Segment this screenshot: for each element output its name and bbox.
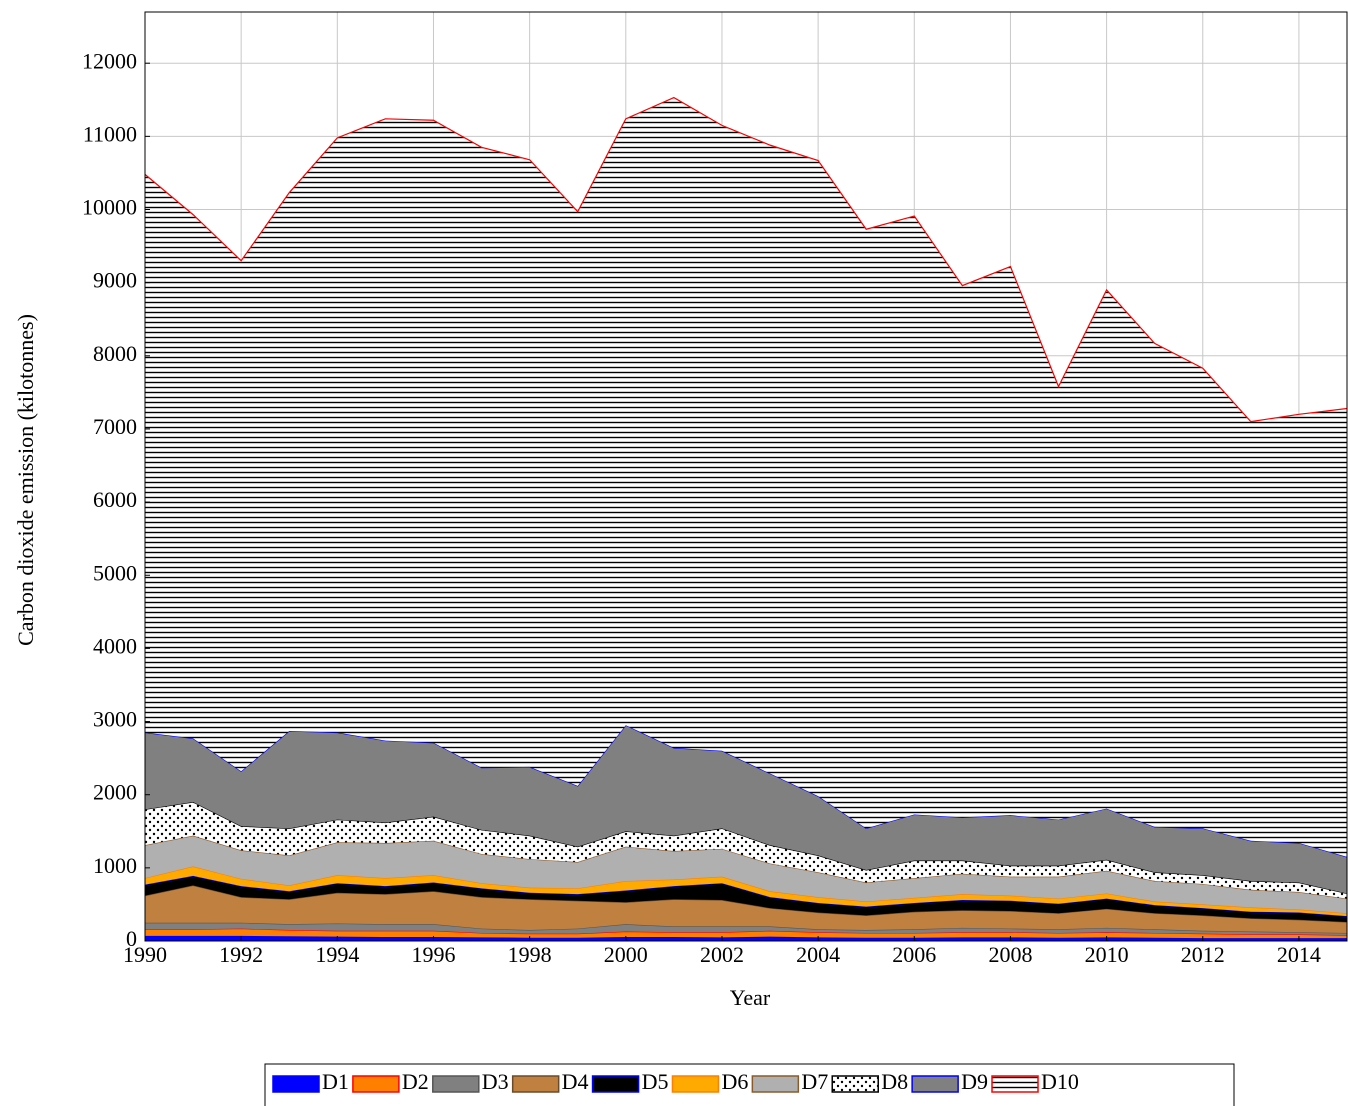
plot-frame xyxy=(144,11,1348,942)
legend-swatch xyxy=(511,1075,560,1093)
legend-label: D8 xyxy=(881,1069,908,1094)
x-tick-label: 2004 xyxy=(796,942,840,967)
legend-label: D7 xyxy=(801,1069,828,1094)
y-tick-label: 11000 xyxy=(83,121,137,146)
area-fill xyxy=(145,835,1347,914)
x-tick-label: 2002 xyxy=(700,942,744,967)
legend-swatch xyxy=(352,1075,400,1093)
area-edge xyxy=(144,96,1348,423)
legend-box xyxy=(264,1063,1235,1106)
legend-swatch xyxy=(831,1075,879,1093)
x-tick-label: 2012 xyxy=(1181,942,1225,967)
y-tick-label: 5000 xyxy=(93,560,137,585)
area-fill xyxy=(145,866,1347,917)
legend-swatch xyxy=(432,1075,480,1093)
x-tick-label: 1996 xyxy=(411,942,455,967)
x-tick-label: 2010 xyxy=(1085,942,1129,967)
legend-label: D5 xyxy=(642,1069,669,1094)
area-fill xyxy=(145,885,1347,933)
legend-swatch xyxy=(991,1075,1039,1093)
y-tick-label: 4000 xyxy=(93,633,137,658)
legend-swatch xyxy=(671,1075,720,1093)
area-fill xyxy=(145,875,1347,922)
legend-label: D6 xyxy=(721,1069,748,1094)
y-tick-label: 1000 xyxy=(93,853,137,878)
legend-label: D3 xyxy=(482,1069,509,1094)
legend-swatch xyxy=(911,1075,959,1093)
area-fill xyxy=(145,97,1347,857)
y-tick-label: 2000 xyxy=(93,780,137,805)
legend-label: D10 xyxy=(1041,1069,1079,1094)
x-tick-label: 1994 xyxy=(315,942,359,967)
legend-swatch xyxy=(591,1075,640,1093)
x-tick-label: 2006 xyxy=(892,942,936,967)
area-fill xyxy=(145,725,1347,894)
legend-swatch xyxy=(751,1075,800,1093)
x-tick-label: 2008 xyxy=(988,942,1032,967)
legend-label: D4 xyxy=(562,1069,589,1094)
legend-label: D2 xyxy=(402,1069,429,1094)
y-tick-label: 9000 xyxy=(93,268,137,293)
y-tick-label: 8000 xyxy=(93,341,137,366)
legend-swatch xyxy=(272,1075,320,1093)
x-tick-label: 1990 xyxy=(123,942,167,967)
x-tick-label: 2014 xyxy=(1277,942,1321,967)
y-tick-label: 6000 xyxy=(93,487,137,512)
legend-label: D9 xyxy=(961,1069,988,1094)
area-fill xyxy=(145,928,1347,939)
y-tick-label: 0 xyxy=(126,926,137,951)
legend-label: D1 xyxy=(322,1069,349,1094)
y-tick-label: 3000 xyxy=(93,707,137,732)
area-fill xyxy=(145,802,1347,899)
x-axis-label: Year xyxy=(730,985,771,1010)
y-axis-label: Carbon dioxide emission (kilotonnes) xyxy=(13,314,38,646)
x-tick-label: 1992 xyxy=(219,942,263,967)
x-tick-label: 1998 xyxy=(508,942,552,967)
y-tick-label: 10000 xyxy=(82,195,137,220)
y-tick-label: 7000 xyxy=(93,414,137,439)
y-tick-label: 12000 xyxy=(82,48,137,73)
x-tick-label: 2000 xyxy=(604,942,648,967)
